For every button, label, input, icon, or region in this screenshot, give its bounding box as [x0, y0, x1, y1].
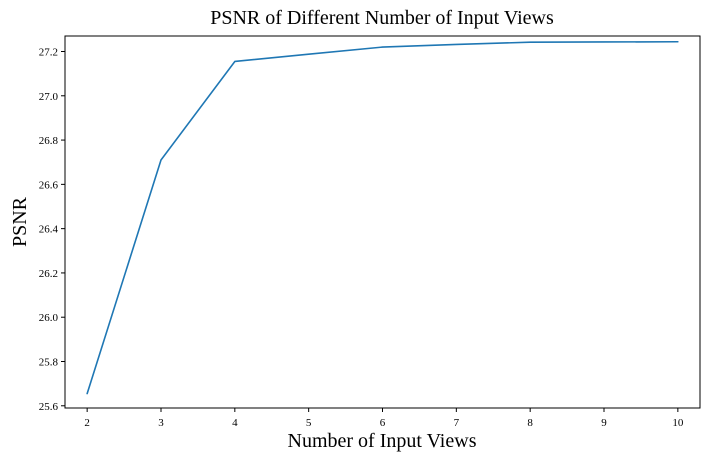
- y-tick-label: 26.8: [39, 135, 59, 147]
- chart-title: PSNR of Different Number of Input Views: [210, 7, 554, 29]
- y-tick-label: 27.0: [39, 91, 59, 103]
- y-tick-label: 25.6: [39, 401, 59, 413]
- x-tick-label: 9: [601, 417, 607, 429]
- y-tick-label: 26.4: [39, 224, 59, 236]
- y-tick-label: 26.2: [39, 268, 58, 280]
- y-tick-label: 26.0: [39, 312, 59, 324]
- x-tick-label: 7: [454, 417, 460, 429]
- x-tick-label: 4: [232, 417, 238, 429]
- x-tick-label: 8: [527, 417, 533, 429]
- x-tick-label: 10: [672, 417, 684, 429]
- y-tick-label: 26.6: [39, 179, 59, 191]
- y-axis-label: PSNR: [9, 196, 31, 247]
- y-tick-label: 27.2: [39, 47, 58, 59]
- plot-area-frame: [64, 35, 701, 409]
- x-axis-label: Number of Input Views: [288, 430, 477, 452]
- y-tick-label: 25.8: [39, 357, 59, 369]
- y-axis: 25.6 25.8 26.0 26.2 26.4 26.6 26.8 27.0 27.2: [39, 47, 65, 413]
- x-tick-label: 6: [380, 417, 386, 429]
- x-tick-label: 2: [84, 417, 90, 429]
- data-series-group: [86, 40, 679, 395]
- x-tick-label: 3: [158, 417, 164, 429]
- x-axis: 2 3 4 5 6 7 8 9 10: [84, 408, 684, 429]
- psnr-series-line: [86, 40, 679, 395]
- x-tick-label: 5: [306, 417, 312, 429]
